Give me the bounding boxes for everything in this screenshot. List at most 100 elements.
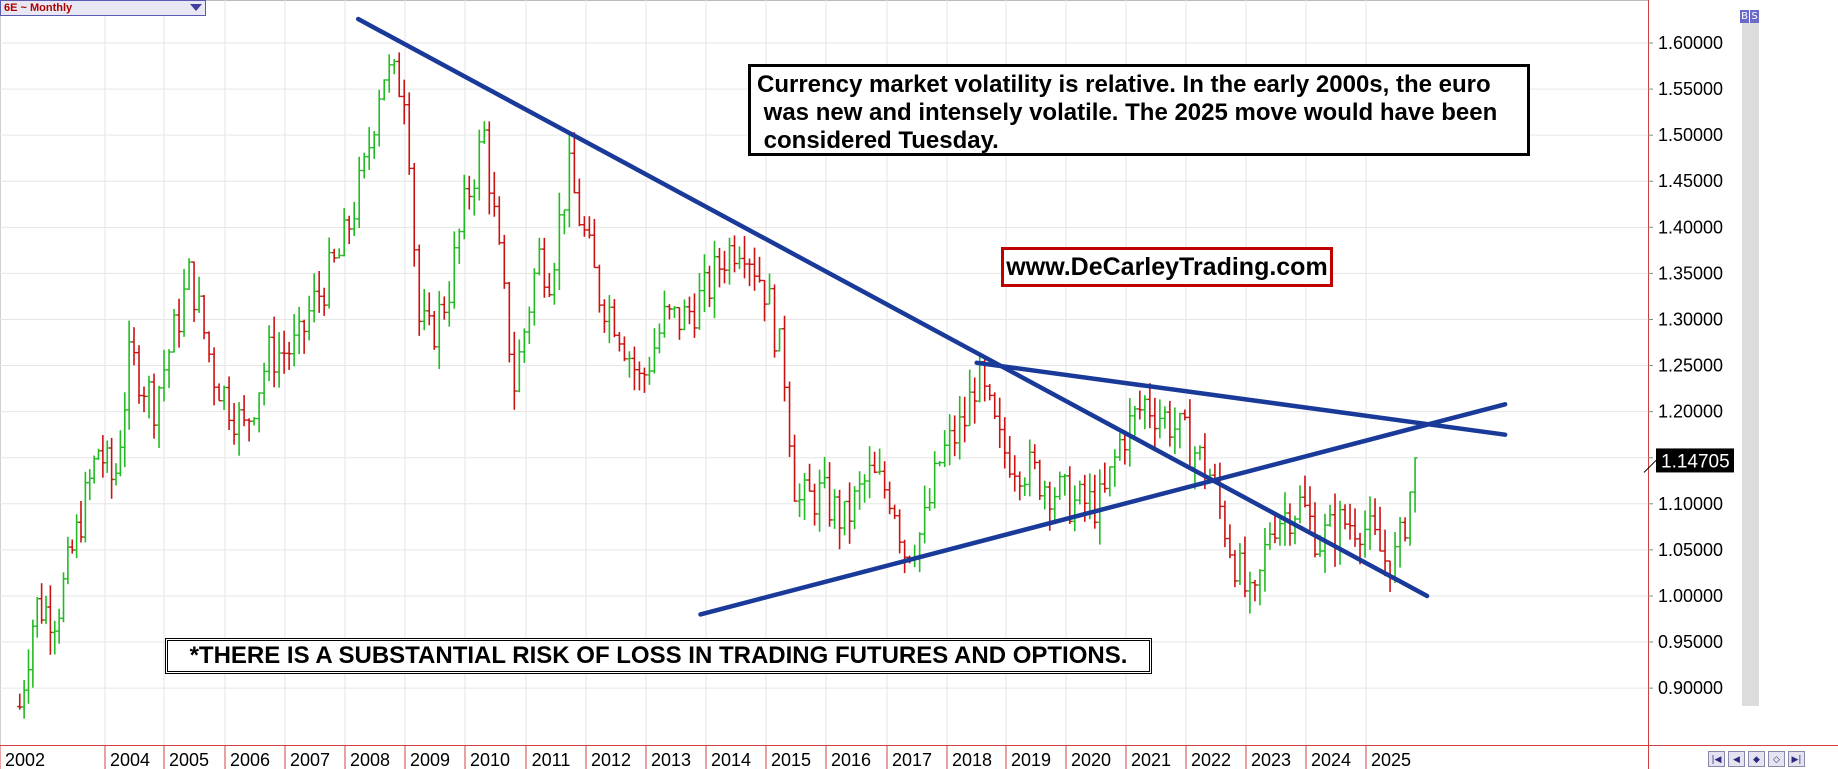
ohlc-bar	[276, 332, 282, 388]
ohlc-bar	[917, 532, 923, 573]
ohlc-bar	[837, 489, 843, 550]
ohlc-bar	[752, 247, 758, 291]
ohlc-bar	[742, 235, 748, 279]
ohlc-bar	[61, 572, 66, 623]
ohlc-bar	[34, 596, 40, 638]
x-tick-label: 2012	[591, 750, 631, 769]
ohlc-bar	[281, 330, 287, 374]
ohlc-bar	[757, 256, 763, 283]
ohlc-bar	[1117, 432, 1123, 461]
symbol-selector[interactable]: 6E ~ Monthly	[0, 0, 206, 16]
ohlc-bar	[291, 314, 297, 367]
ohlc-bar	[932, 451, 938, 509]
ohlc-bar	[1352, 508, 1358, 547]
ohlc-bar	[767, 273, 773, 305]
ohlc-bar	[576, 178, 582, 227]
ohlc-bar	[927, 488, 933, 511]
ohlc-bar	[1022, 477, 1028, 496]
ohlc-bar	[1367, 496, 1373, 550]
ohlc-bar	[1157, 399, 1163, 439]
ohlc-bar	[1077, 480, 1083, 505]
trendline-1[interactable]	[355, 16, 1430, 599]
ohlc-bar	[151, 373, 157, 439]
ohlc-bar	[126, 320, 132, 430]
ohlc-bar	[236, 402, 242, 456]
ohlc-bar	[902, 539, 908, 574]
x-tick-label: 2002	[5, 750, 45, 769]
ohlc-bar	[706, 265, 712, 308]
last-price-badge	[1656, 448, 1734, 473]
ohlc-bar	[1142, 395, 1148, 430]
ohlc-bar	[56, 608, 62, 644]
ohlc-bar	[171, 308, 177, 353]
ohlc-bar	[1152, 397, 1158, 450]
navigate-last-icon[interactable]: ▶|	[1788, 751, 1805, 767]
x-tick-label: 2023	[1251, 750, 1291, 769]
ohlc-bar	[341, 208, 347, 257]
zoom-in-icon[interactable]: ◆	[1748, 751, 1765, 767]
x-tick-label: 2007	[290, 750, 330, 769]
ohlc-bar	[411, 163, 417, 267]
symbol-label: 6E ~ Monthly	[4, 2, 73, 14]
ohlc-bar	[1027, 439, 1033, 497]
ohlc-bar	[386, 54, 392, 93]
ohlc-bar	[812, 483, 818, 526]
ohlc-bar	[862, 474, 868, 503]
ohlc-bar	[947, 414, 953, 466]
ohlc-bar	[416, 244, 422, 336]
ohlc-bar	[1127, 398, 1133, 467]
ohlc-bar	[122, 392, 128, 468]
ohlc-bar	[842, 500, 848, 536]
ohlc-bar	[516, 339, 522, 393]
y-tick-label: 1.25000	[1658, 356, 1723, 376]
ohlc-bar	[1222, 500, 1228, 548]
y-tick-label: 1.60000	[1658, 33, 1723, 53]
ohlc-bar	[396, 52, 402, 98]
ohlc-bar	[1342, 504, 1348, 530]
price-scrollbar[interactable]	[1742, 22, 1759, 706]
ohlc-bar	[1097, 469, 1103, 545]
ohlc-bar	[681, 299, 687, 331]
volatility-note: Currency market volatility is relative. …	[748, 64, 1530, 156]
ohlc-bar	[676, 306, 682, 340]
ohlc-bar	[747, 258, 753, 287]
buy-icon[interactable]: B	[1740, 10, 1749, 23]
ohlc-bar	[191, 261, 197, 322]
chevron-down-icon[interactable]	[190, 4, 202, 11]
ohlc-bar	[1107, 466, 1113, 497]
ohlc-bar	[1247, 571, 1253, 614]
ohlc-bar	[832, 489, 838, 529]
trendline-3[interactable]	[698, 402, 1508, 617]
x-tick-label: 2010	[470, 750, 510, 769]
ohlc-bar	[461, 174, 467, 240]
ohlc-bar	[877, 448, 883, 475]
sell-icon[interactable]: S	[1750, 10, 1759, 23]
y-tick-label: 1.20000	[1658, 402, 1723, 422]
ohlc-bar	[246, 418, 252, 442]
ohlc-bar	[181, 269, 187, 337]
ohlc-bar	[531, 268, 537, 326]
ohlc-bar	[161, 349, 167, 402]
ohlc-bar	[1292, 515, 1298, 545]
ohlc-bar	[1052, 487, 1058, 525]
ohlc-bar	[852, 486, 858, 530]
last-price-label: 1.14705	[1661, 451, 1730, 472]
ohlc-bar	[666, 304, 672, 320]
ohlc-bar	[82, 471, 88, 543]
navigate-first-icon[interactable]: |◀	[1708, 751, 1725, 767]
navigate-prev-icon[interactable]: ◀	[1728, 751, 1745, 767]
ohlc-bar	[867, 446, 873, 499]
y-tick-label: 1.00000	[1658, 586, 1723, 606]
trendline-2[interactable]	[974, 360, 1508, 437]
ohlc-bar	[1217, 462, 1223, 519]
x-tick-label: 2025	[1371, 750, 1411, 769]
ohlc-bar	[91, 455, 97, 484]
ohlc-bar	[526, 306, 532, 344]
ohlc-bar	[336, 248, 342, 259]
note-line-1: Currency market volatility is relative. …	[757, 71, 1491, 98]
ohlc-bar	[1182, 409, 1188, 421]
zoom-out-icon[interactable]: ◇	[1768, 751, 1785, 767]
ohlc-bar	[942, 430, 948, 468]
